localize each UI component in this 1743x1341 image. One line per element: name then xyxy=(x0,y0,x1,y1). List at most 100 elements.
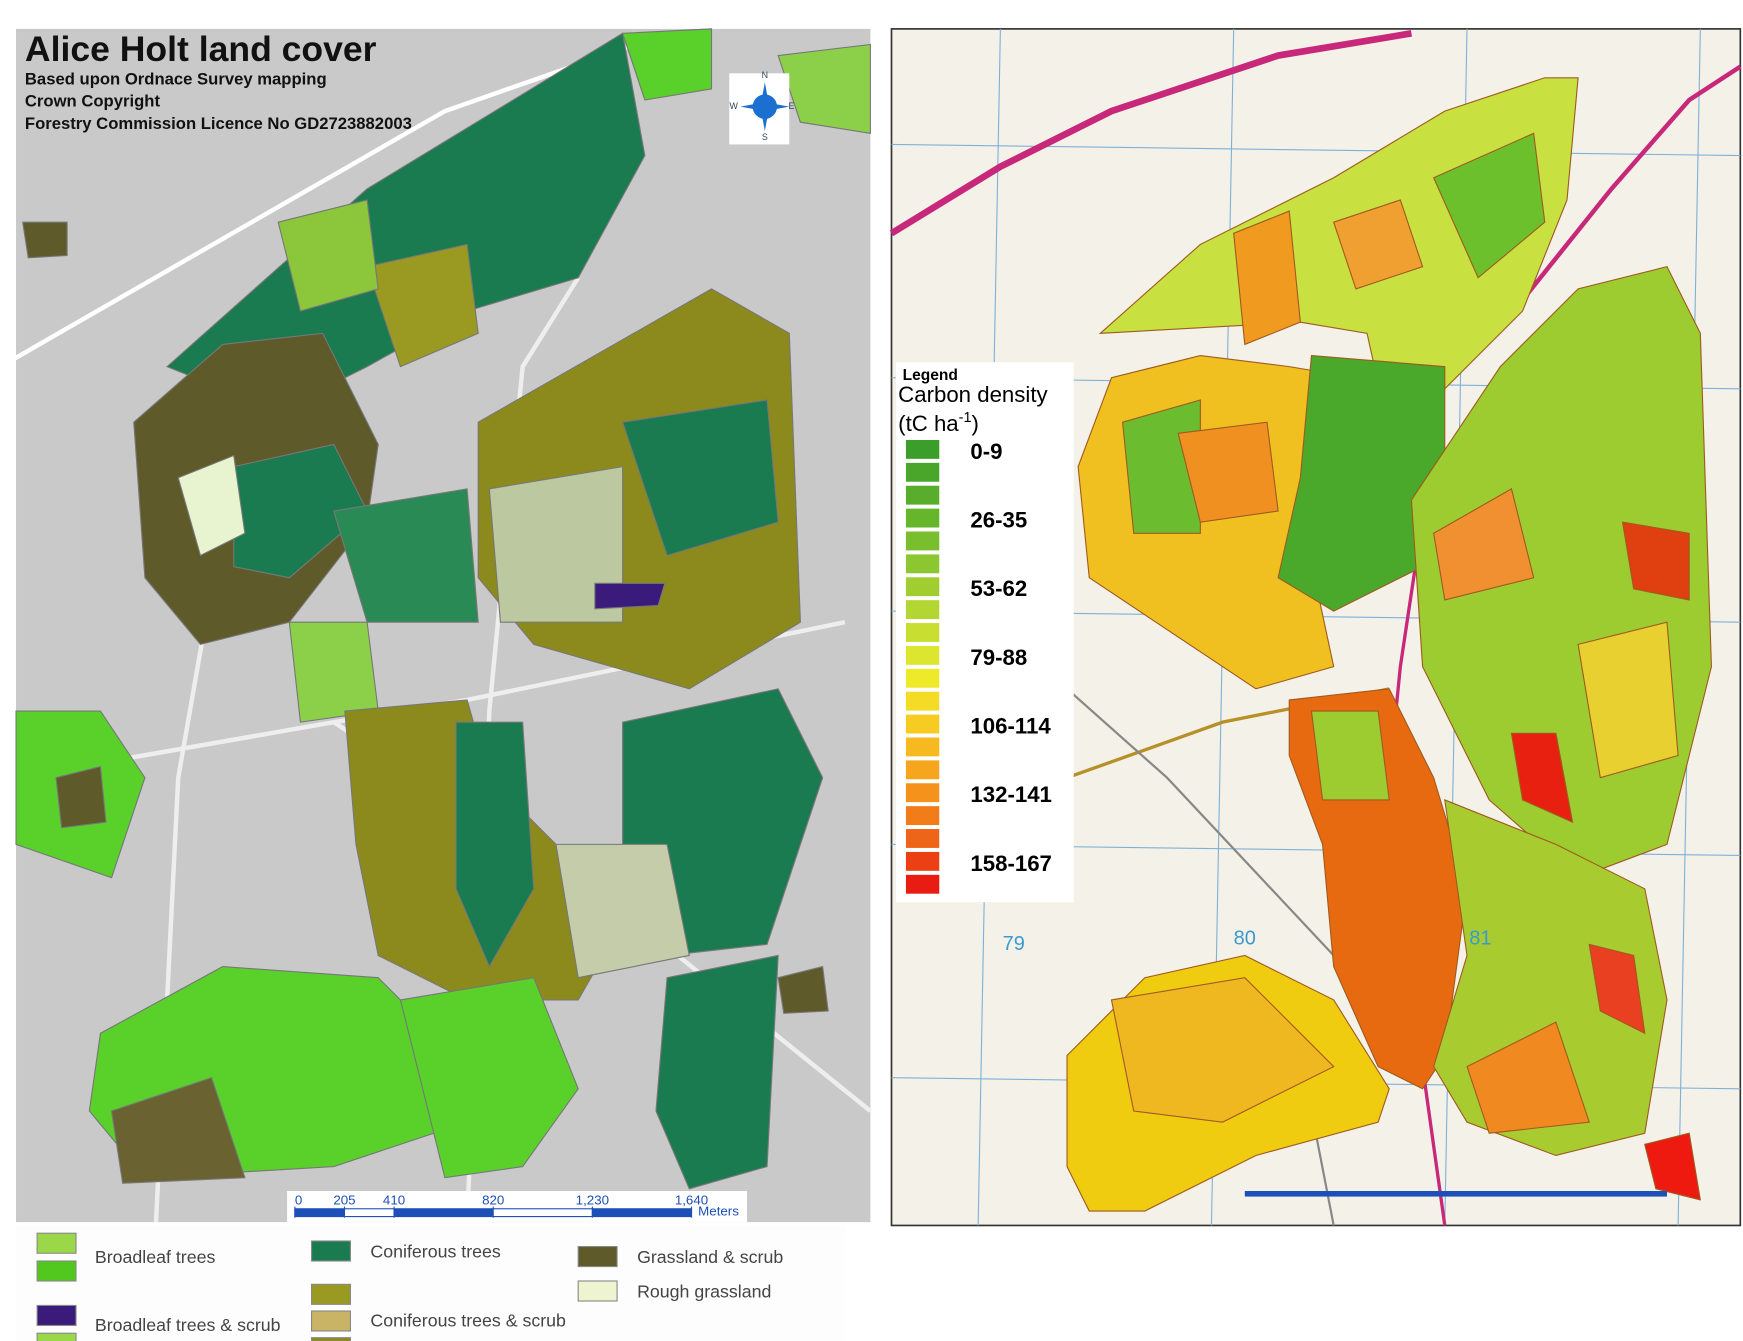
forest-compartment xyxy=(1233,210,1301,346)
legend-heading: Legend xyxy=(903,367,958,384)
legend-class: 53-62 xyxy=(970,576,1027,601)
parcel xyxy=(399,977,579,1179)
forest-compartment xyxy=(1644,1132,1702,1201)
scale-segment xyxy=(343,1208,395,1218)
legend-swatch xyxy=(905,691,940,711)
forest-compartment xyxy=(1433,488,1535,601)
legend-swatch xyxy=(36,1232,77,1254)
compass-letter: N xyxy=(762,70,768,80)
legend-swatch xyxy=(905,851,940,871)
legend-swatch xyxy=(577,1246,618,1268)
legend-swatch xyxy=(905,554,940,574)
legend-swatch xyxy=(310,1337,351,1341)
legend-swatch xyxy=(905,485,940,505)
forest-compartment xyxy=(1588,943,1646,1035)
scale-label: 205 xyxy=(333,1192,355,1207)
forest-compartment xyxy=(1310,710,1390,801)
legend-swatch xyxy=(577,1280,618,1302)
parcel xyxy=(777,965,829,1014)
parcel xyxy=(233,443,368,579)
legend-swatch xyxy=(905,508,940,528)
unit-part: ) xyxy=(972,411,979,436)
legend-swatch xyxy=(310,1240,351,1262)
road xyxy=(889,30,1413,237)
scale-bar xyxy=(1244,1191,1667,1197)
grid-line xyxy=(891,143,1741,157)
forest-compartment xyxy=(1621,521,1690,601)
scale-label: 410 xyxy=(383,1192,405,1207)
scale-label: 1,640 xyxy=(675,1192,708,1207)
legend-swatch xyxy=(905,874,940,894)
scale-segment xyxy=(492,1208,593,1218)
legend-swatch xyxy=(905,600,940,620)
scale-label: 1,230 xyxy=(576,1192,609,1207)
legend-label: Broadleaf trees & scrub xyxy=(95,1315,281,1335)
grid-label: 80 xyxy=(1234,927,1256,949)
legend-swatch xyxy=(905,714,940,734)
parcel xyxy=(55,765,107,829)
parcel xyxy=(777,43,871,134)
legend-label: Rough grassland xyxy=(637,1282,771,1302)
legend-class: 132-141 xyxy=(970,782,1052,807)
compass-letter: W xyxy=(730,101,739,111)
legend-class: 79-88 xyxy=(970,645,1027,670)
parcel xyxy=(621,28,713,101)
legend-swatch xyxy=(905,829,940,848)
legend-swatch xyxy=(905,760,940,780)
legend-swatch xyxy=(905,462,940,482)
legend-label: Grassland & scrub xyxy=(637,1247,783,1267)
legend-swatch xyxy=(905,577,940,597)
scale-segment xyxy=(393,1208,494,1218)
legend-swatch xyxy=(905,737,940,757)
legend-class: 0-9 xyxy=(970,439,1002,464)
forest-compartment xyxy=(1177,421,1279,523)
legend-label: Broadleaf trees xyxy=(95,1247,216,1267)
scale-segment xyxy=(591,1208,693,1218)
scale-segment xyxy=(294,1208,346,1218)
parcel xyxy=(455,721,535,968)
compass-needle xyxy=(740,82,790,132)
legend-label: Coniferous trees xyxy=(370,1242,500,1262)
scale-label: 820 xyxy=(482,1192,504,1207)
legend-swatch xyxy=(905,623,940,642)
legend-swatch xyxy=(905,645,940,665)
legend-swatch xyxy=(905,531,940,551)
forest-compartment xyxy=(1432,132,1546,279)
legend-swatch xyxy=(36,1304,77,1327)
grid-label: 81 xyxy=(1469,927,1491,949)
compass-letter: E xyxy=(789,101,795,111)
parcel xyxy=(177,454,246,557)
legend-swatch xyxy=(310,1310,351,1332)
legend-title: Carbon density xyxy=(898,382,1048,407)
parcel xyxy=(621,399,779,557)
forest-compartment xyxy=(1577,621,1679,779)
legend-swatch xyxy=(310,1283,351,1305)
forest-compartment xyxy=(1510,732,1574,824)
forest-compartment xyxy=(1277,354,1446,612)
credit-line: Based upon Ordnace Survey mapping xyxy=(25,69,327,88)
legend-swatch xyxy=(36,1332,77,1341)
road xyxy=(1520,64,1742,302)
compass-letter: S xyxy=(762,132,768,142)
grid-label: 79 xyxy=(1003,933,1025,955)
unit-part: (tC ha xyxy=(898,411,959,436)
parcel xyxy=(655,954,779,1190)
legend-swatch xyxy=(905,783,940,803)
legend-swatch xyxy=(905,668,940,688)
legend-swatch xyxy=(36,1260,77,1282)
scale-unit: Meters xyxy=(698,1203,739,1218)
legend-unit: (tC ha-1) xyxy=(898,410,979,436)
parcel xyxy=(277,199,379,312)
legend-swatch xyxy=(905,806,940,826)
legend-class: 26-35 xyxy=(970,508,1027,533)
parcel xyxy=(488,465,624,623)
parcel xyxy=(110,1076,246,1184)
credit-line: Forestry Commission Licence No GD2723882… xyxy=(25,114,412,133)
parcel xyxy=(594,582,666,610)
forest-compartment xyxy=(1332,199,1424,290)
legend-bg xyxy=(16,1225,845,1341)
unit-part: -1 xyxy=(959,410,972,426)
